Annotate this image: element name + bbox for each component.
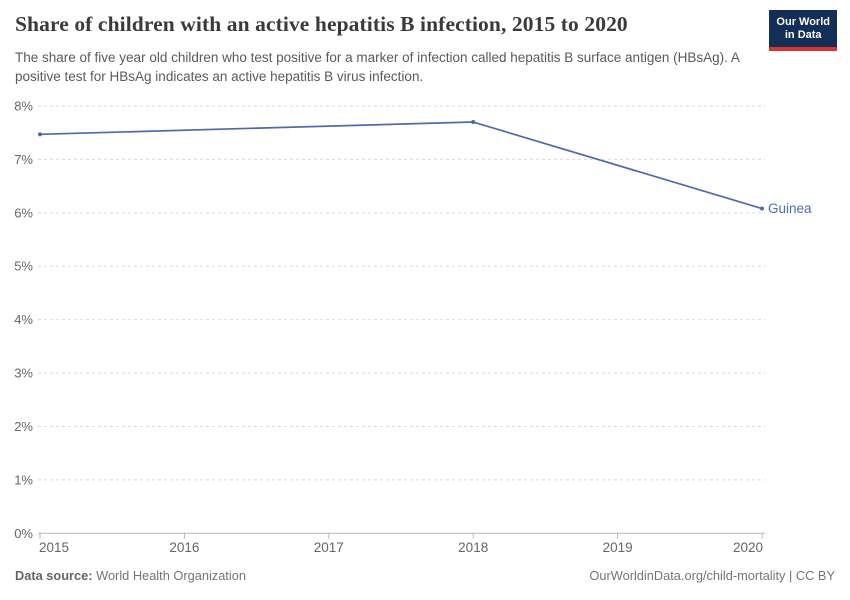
attribution-link[interactable]: OurWorldinData.org/child-mortality | CC … (589, 568, 835, 583)
y-tick-label: 5% (14, 259, 33, 274)
y-tick-label: 6% (14, 205, 33, 220)
data-point[interactable] (471, 119, 476, 125)
x-tick-label: 2018 (458, 540, 488, 555)
y-tick-label: 1% (14, 472, 33, 487)
x-tick-label: 2017 (314, 540, 344, 555)
data-source-label: Data source: (15, 568, 93, 583)
series-label[interactable]: Guinea (768, 201, 812, 216)
page-title: Share of children with an active hepatit… (15, 12, 628, 36)
x-tick-label: 2016 (169, 540, 199, 555)
x-tick-label: 2019 (603, 540, 633, 555)
data-source-value: World Health Organization (96, 568, 246, 583)
y-tick-label: 0% (14, 526, 33, 541)
y-tick-label: 7% (14, 152, 33, 167)
x-tick-label: 2020 (733, 540, 763, 555)
y-tick-label: 3% (14, 366, 33, 381)
owid-logo-line2: in Data (784, 29, 822, 42)
chart-footer: Data source: World Health Organization O… (15, 568, 835, 583)
data-point[interactable] (37, 132, 43, 137)
data-point[interactable] (759, 206, 765, 211)
chart-subtitle: The share of five year old children who … (15, 50, 740, 84)
x-tick-label: 2015 (39, 540, 69, 555)
y-tick-label: 8% (14, 99, 33, 114)
owid-logo-line1: Our World (776, 16, 830, 28)
y-tick-label: 4% (14, 312, 33, 327)
data-source: Data source: World Health Organization (15, 568, 246, 583)
owid-logo[interactable]: Our World in Data (769, 10, 837, 52)
y-tick-label: 2% (14, 419, 33, 434)
data-line[interactable] (39, 121, 763, 210)
